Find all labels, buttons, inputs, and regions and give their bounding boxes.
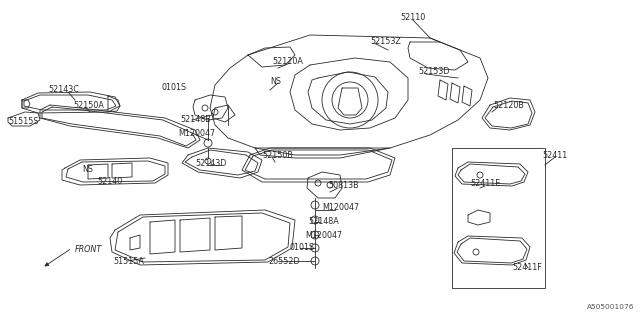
Text: M120047: M120047 bbox=[305, 230, 342, 239]
Bar bbox=[452, 148, 545, 288]
Text: 26552D: 26552D bbox=[268, 257, 300, 266]
Text: 52411E: 52411E bbox=[470, 179, 500, 188]
Text: 52148B: 52148B bbox=[180, 116, 211, 124]
Text: 51515A: 51515A bbox=[113, 257, 144, 266]
Text: FRONT: FRONT bbox=[75, 244, 102, 253]
Text: 0101S: 0101S bbox=[290, 244, 315, 252]
Text: 52153Z: 52153Z bbox=[370, 37, 401, 46]
Text: 52148A: 52148A bbox=[308, 218, 339, 227]
Text: M120047: M120047 bbox=[322, 204, 359, 212]
Text: 52120B: 52120B bbox=[493, 100, 524, 109]
Text: 52153D: 52153D bbox=[418, 68, 449, 76]
Text: 50813B: 50813B bbox=[328, 181, 358, 190]
Text: 51515S: 51515S bbox=[8, 117, 38, 126]
Text: M120047: M120047 bbox=[178, 129, 215, 138]
Text: 52143C: 52143C bbox=[48, 85, 79, 94]
Text: 52150A: 52150A bbox=[73, 101, 104, 110]
Text: 52150B: 52150B bbox=[262, 150, 293, 159]
Text: NS: NS bbox=[270, 77, 281, 86]
Text: 52140: 52140 bbox=[97, 178, 122, 187]
Text: 52411F: 52411F bbox=[512, 263, 541, 273]
Text: NS: NS bbox=[82, 165, 93, 174]
Text: A505001076: A505001076 bbox=[587, 304, 634, 310]
Text: 52143D: 52143D bbox=[195, 159, 227, 169]
Text: 52120A: 52120A bbox=[272, 58, 303, 67]
Text: 52110: 52110 bbox=[400, 13, 425, 22]
Text: 0101S: 0101S bbox=[162, 84, 187, 92]
Text: 52411: 52411 bbox=[542, 150, 567, 159]
